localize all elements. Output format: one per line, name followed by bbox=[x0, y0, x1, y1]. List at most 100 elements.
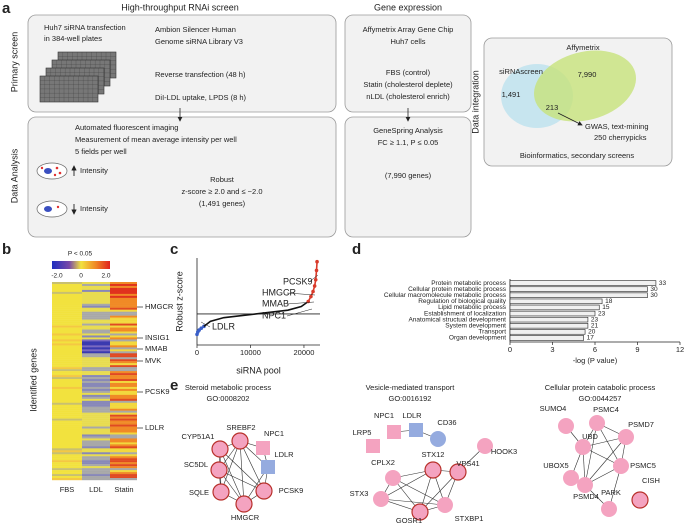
point bbox=[313, 277, 318, 282]
heatmap-cell bbox=[110, 474, 137, 477]
heatmap-cell bbox=[110, 327, 137, 330]
axis-label: Identified genes bbox=[28, 348, 38, 412]
edge bbox=[596, 422, 622, 467]
heatmap-cell bbox=[52, 408, 82, 411]
heatmap-cell bbox=[82, 436, 110, 439]
node bbox=[613, 458, 629, 474]
node-label: CISH bbox=[642, 476, 660, 485]
heatmap-cell bbox=[52, 448, 82, 451]
text: z-score ≥ 2.0 and ≤ −2.0 bbox=[182, 187, 263, 196]
heatmap-cell bbox=[110, 357, 137, 360]
network-title: Steroid metabolic process bbox=[185, 383, 272, 392]
annotation-line bbox=[200, 321, 211, 328]
heatmap-cell bbox=[110, 297, 137, 301]
heatmap-cell bbox=[82, 305, 110, 308]
network-go: GO:0016192 bbox=[389, 394, 432, 403]
heatmap-cell bbox=[52, 379, 82, 382]
text: Robust bbox=[210, 175, 235, 184]
text: nLDL (cholesterol enrich) bbox=[366, 92, 450, 101]
heatmap-cell bbox=[110, 424, 137, 427]
point bbox=[199, 326, 204, 331]
heatmap-cell bbox=[110, 315, 137, 318]
heatmap-cell bbox=[110, 329, 137, 332]
heatmap-cell bbox=[82, 388, 110, 392]
heatmap-cell bbox=[82, 410, 110, 413]
node-label: SC5DL bbox=[184, 460, 208, 469]
heatmap-cell bbox=[52, 462, 82, 465]
heatmap-cell bbox=[82, 434, 110, 437]
count-label: 21 bbox=[591, 322, 599, 329]
heatmap-cell bbox=[110, 345, 137, 348]
colorbar-tick: 2.0 bbox=[101, 273, 110, 280]
heatmap-cell bbox=[52, 381, 82, 384]
heatmap-cell bbox=[82, 390, 110, 394]
box bbox=[27, 14, 337, 113]
heatmap-cell bbox=[82, 470, 110, 473]
heatmap-cell bbox=[82, 450, 110, 453]
heatmap-cell bbox=[52, 301, 82, 304]
heatmap-cell bbox=[110, 462, 137, 465]
heatmap-cell bbox=[52, 351, 82, 354]
heatmap-cell bbox=[52, 476, 82, 479]
heatmap-cell bbox=[110, 285, 137, 289]
heatmap-cell bbox=[110, 317, 137, 320]
heatmap-cell bbox=[52, 442, 82, 445]
venn-set bbox=[534, 50, 636, 122]
node bbox=[261, 460, 275, 474]
heatmap-cell bbox=[110, 402, 137, 405]
heatmap-cell bbox=[110, 392, 137, 396]
bar bbox=[509, 286, 648, 292]
panel-e: e Steroid metabolic process GO:0008202 SRE… bbox=[170, 377, 660, 525]
heatmap-cell bbox=[82, 351, 110, 354]
count-label: 33 bbox=[659, 280, 667, 287]
heatmap-cell bbox=[82, 422, 110, 425]
heatmap-cell bbox=[110, 307, 137, 310]
heatmap-cell bbox=[82, 416, 110, 419]
heatmap-cell bbox=[82, 293, 110, 297]
heatmap-cell bbox=[52, 353, 82, 356]
heatmap-cell bbox=[52, 430, 82, 433]
heatmap-cell bbox=[110, 365, 137, 368]
heatmap-cell bbox=[110, 438, 137, 441]
heatmap-cell bbox=[52, 289, 82, 293]
x-axis-label: siRNA pool bbox=[236, 365, 281, 375]
venn-label: siRNAscreen bbox=[499, 67, 543, 76]
x-tick-label: 0 bbox=[508, 345, 512, 354]
heatmap-cell bbox=[52, 394, 82, 398]
heatmap-cell bbox=[82, 462, 110, 465]
heatmap-cell bbox=[82, 396, 110, 400]
point bbox=[314, 268, 319, 273]
heatmap-cell bbox=[52, 299, 82, 302]
heatmap-cell bbox=[110, 295, 137, 299]
annotation: MMAB bbox=[262, 298, 289, 308]
count-label: 23 bbox=[598, 310, 606, 317]
count-label: 30 bbox=[650, 292, 658, 299]
heatmap-cell bbox=[52, 398, 82, 401]
row-title: Data Analysis bbox=[9, 148, 19, 203]
heatmap-cell bbox=[52, 287, 82, 291]
heatmap-cell bbox=[110, 478, 137, 481]
heatmap-cell bbox=[110, 321, 137, 324]
text: Bioinformatics, secondary screens bbox=[520, 151, 634, 160]
heatmap-cell bbox=[110, 422, 137, 425]
heatmap-cell bbox=[52, 329, 82, 332]
category-label: Cellular macromolecule metabolic process bbox=[384, 292, 507, 299]
text: Intensity bbox=[80, 166, 108, 175]
annotation: PCSK9 bbox=[283, 276, 313, 286]
bar bbox=[509, 316, 589, 323]
heatmap-cell bbox=[82, 291, 110, 295]
heatmap-cell bbox=[82, 285, 110, 289]
node-label: SREBF2 bbox=[226, 423, 255, 432]
panel-label: a bbox=[2, 0, 11, 17]
heatmap-cell bbox=[110, 450, 137, 453]
node bbox=[210, 461, 228, 479]
heatmap-cell bbox=[52, 436, 82, 439]
category-label: Transport bbox=[478, 329, 506, 336]
heatmap-cell bbox=[52, 424, 82, 427]
heatmap-cell bbox=[110, 442, 137, 445]
node-label: NPC1 bbox=[264, 429, 284, 438]
heatmap-cell bbox=[110, 319, 137, 322]
category-label: Cellular protein metabolic process bbox=[408, 286, 507, 293]
node bbox=[563, 470, 579, 486]
x-tick-label: 20000 bbox=[294, 348, 315, 357]
